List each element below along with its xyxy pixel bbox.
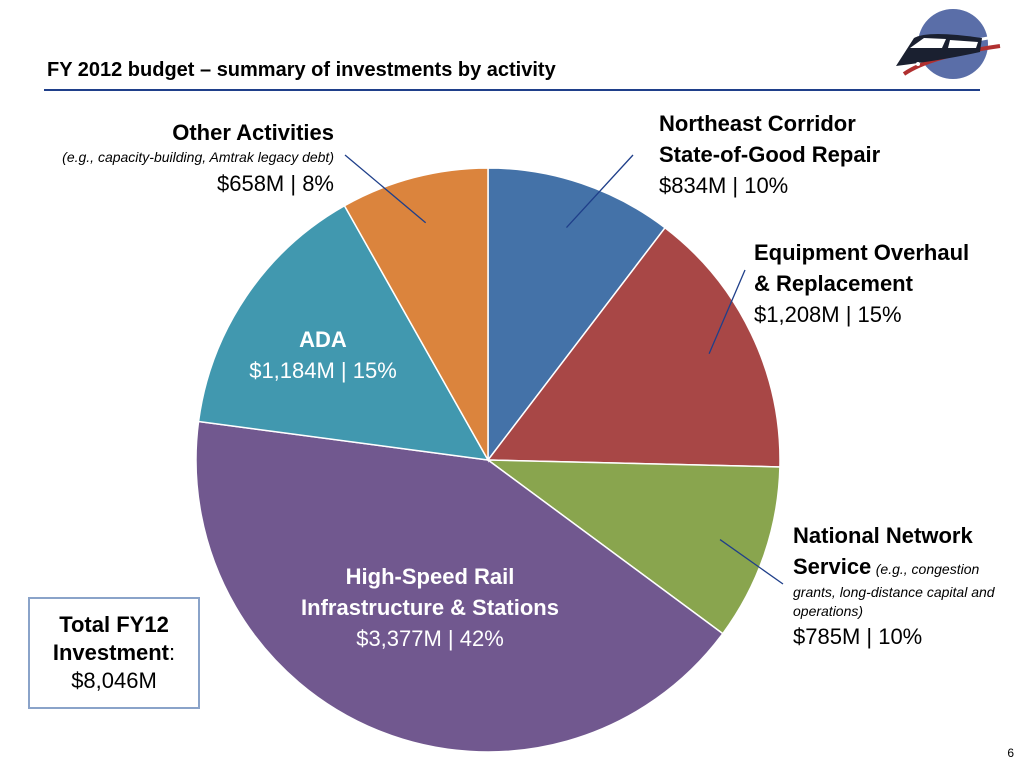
- ada-name: ADA: [299, 327, 347, 352]
- hsr-name-line2: Infrastructure & Stations: [301, 595, 559, 620]
- leader-line-nec: [565, 154, 634, 229]
- label-ada: ADA $1,184M | 15%: [203, 324, 443, 386]
- leader-line-equip: [708, 269, 746, 355]
- ada-amount: $1,184M | 15%: [249, 358, 397, 383]
- national-amount: $785M | 10%: [793, 624, 923, 649]
- pie-slice-other: [343, 167, 489, 463]
- hsr-amount: $3,377M | 42%: [356, 626, 504, 651]
- slide-title: FY 2012 budget – summary of investments …: [47, 59, 556, 81]
- other-note: (e.g., capacity-building, Amtrak legacy …: [62, 149, 334, 165]
- total-value: $8,046M: [71, 668, 157, 693]
- amtrak-train-logo: [896, 9, 1001, 79]
- nec-name-line1: Northeast Corridor: [659, 111, 856, 136]
- national-note-inline: (e.g., congestion: [875, 561, 980, 577]
- national-note-rest: grants, long-distance capital and operat…: [793, 584, 995, 619]
- other-amount: $658M | 8%: [216, 171, 334, 196]
- label-northeast-corridor: Northeast Corridor State-of-Good Repair …: [659, 108, 880, 201]
- hsr-name-line1: High-Speed Rail: [345, 564, 515, 589]
- page-number: 6: [1007, 746, 1014, 760]
- pie-slice-hsr: [195, 420, 724, 753]
- total-label-colon: :: [169, 640, 176, 665]
- national-name-line1: National Network: [793, 523, 973, 548]
- pie-slice-ada: [197, 204, 490, 461]
- total-label-line1: Total FY12: [59, 612, 169, 637]
- pie-slice-national: [485, 459, 781, 635]
- pie-slice-equip: [486, 226, 781, 468]
- equip-amount: $1,208M | 15%: [754, 302, 902, 327]
- total-investment-box: Total FY12 Investment: $8,046M: [28, 597, 200, 709]
- label-equipment-overhaul: Equipment Overhaul & Replacement $1,208M…: [754, 237, 969, 330]
- nec-amount: $834M | 10%: [659, 173, 789, 198]
- nec-name-line2: State-of-Good Repair: [659, 142, 881, 167]
- pie-slice-nec: [487, 167, 667, 463]
- label-national-network: National Network Service (e.g., congesti…: [793, 520, 1015, 652]
- other-name: Other Activities: [172, 120, 334, 145]
- label-other-activities: Other Activities (e.g., capacity-buildin…: [10, 117, 334, 199]
- total-label-line2: Investment: [52, 640, 170, 665]
- national-name-line2: Service: [793, 554, 872, 579]
- label-high-speed-rail: High-Speed Rail Infrastructure & Station…: [230, 561, 630, 654]
- title-divider: [44, 89, 980, 91]
- equip-name-line1: Equipment Overhaul: [754, 240, 970, 265]
- leader-line-national: [719, 539, 784, 585]
- leader-line-other: [344, 154, 427, 224]
- equip-name-line2: & Replacement: [754, 271, 913, 296]
